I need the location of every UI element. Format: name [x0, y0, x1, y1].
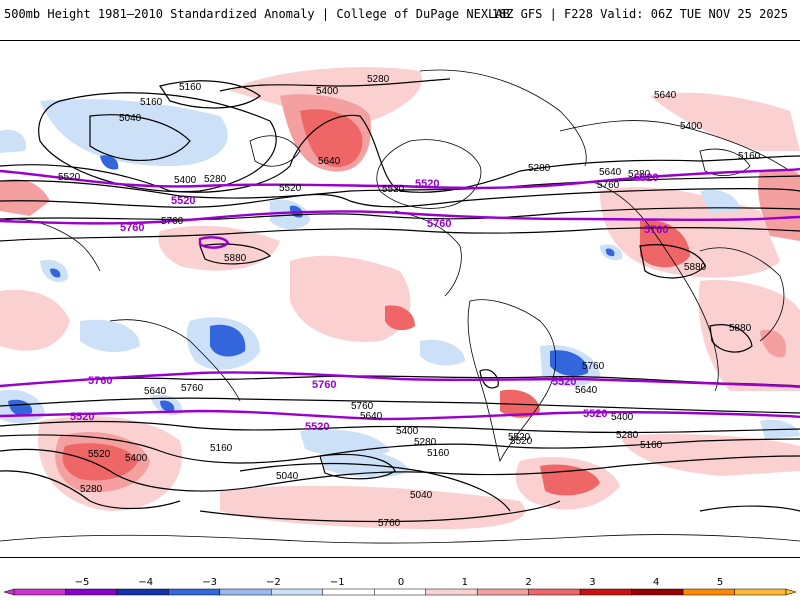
colorbar-bin: [476, 588, 529, 596]
contour-label: 5880: [224, 253, 247, 264]
colorbar-tick-label: 4: [653, 577, 659, 588]
contour-label: 5040: [410, 490, 433, 501]
colorbar-bin: [579, 588, 632, 596]
contour-label: 5640: [318, 156, 341, 167]
contour-label: 5520: [305, 421, 329, 433]
colorbar-low-extension: [3, 588, 15, 596]
map-canvas: 5280 5400 5160 5040 5160 5520 5640 5400 …: [0, 67, 800, 544]
contour-label: 5160: [427, 448, 450, 459]
colorbar-tick-label: 2: [525, 577, 531, 588]
contour-label: 5520: [88, 449, 111, 460]
contour-label: 5760: [378, 518, 401, 529]
contour-label: 5760: [427, 218, 451, 230]
header: 500mb Height 1981–2010 Standardized Anom…: [0, 0, 800, 40]
contour-label: 5640: [360, 411, 383, 422]
colorbar-bin: [219, 588, 272, 596]
highlight-contours: [0, 167, 800, 421]
contour-label: 5760: [644, 224, 668, 236]
contour-label: 5280: [414, 437, 437, 448]
contour-label: 5760: [582, 361, 605, 372]
contour-label: 5400: [174, 175, 197, 186]
contour-label: 5160: [738, 151, 761, 162]
height-contours: [0, 78, 800, 523]
contour-label: 5040: [119, 113, 142, 124]
contour-label: 5160: [179, 82, 202, 93]
contour-label: 5160: [140, 97, 163, 108]
contour-label: 5520: [508, 432, 531, 443]
colorbar-bins: [3, 588, 797, 596]
colorbar-bin: [528, 588, 581, 596]
colorbar-tick-label: −2: [266, 577, 281, 588]
contour-label: 5280: [616, 430, 639, 441]
coastlines: [0, 69, 800, 544]
contour-label: 5640: [144, 386, 167, 397]
colorbar-tick-label: 5: [717, 577, 723, 588]
contour-labels: 5280 5400 5160 5040 5160 5520 5640 5400 …: [58, 74, 761, 529]
colorbar-bin: [13, 588, 66, 596]
contour-label: 5520: [415, 178, 439, 190]
contour-label: 5520: [58, 172, 81, 183]
contour-label: 5040: [276, 471, 299, 482]
contour-label: 5520: [382, 184, 405, 195]
contour-label: 5760: [312, 379, 336, 391]
contour-label: 5760: [161, 216, 184, 227]
contour-label: 5640: [599, 167, 622, 178]
contour-label: 5400: [396, 426, 419, 437]
contour-label: 5280: [367, 74, 390, 85]
contour-label: 5400: [316, 86, 339, 97]
contour-label: 5880: [729, 323, 752, 334]
contour-label: 5520: [279, 183, 302, 194]
colorbar-tick-label: 1: [462, 577, 468, 588]
colorbar-bin: [734, 588, 787, 596]
contour-label: 5280: [204, 174, 227, 185]
contour-label: 5400: [680, 121, 703, 132]
colorbar-ticks: −5 −4 −3 −2 −1 0 1 2 3 4 5: [75, 577, 724, 588]
colorbar-tick-label: −3: [202, 577, 217, 588]
colorbar-tick-label: 3: [589, 577, 595, 588]
contour-label: 5280: [528, 163, 551, 174]
colorbar-tick-label: 0: [398, 577, 404, 588]
highlight-contour-labels: 5520 5520 5760 5520 5760 5520 5760 5760 …: [70, 172, 668, 433]
contour-label: 5400: [611, 412, 634, 423]
contour-label: 5880: [684, 262, 707, 273]
colorbar-tick-label: −4: [138, 577, 153, 588]
contour-label: 5160: [210, 443, 233, 454]
contour-label: 5280: [628, 169, 651, 180]
contour-label: 5520: [634, 172, 658, 184]
map-title: 500mb Height 1981–2010 Standardized Anom…: [4, 7, 510, 21]
colorbar-bin: [168, 588, 221, 596]
contour-label: 5760: [88, 375, 112, 387]
contour-label: 5760: [597, 180, 620, 191]
contour-label: 5640: [654, 90, 677, 101]
contour-label: 5400: [125, 453, 148, 464]
colorbar-bin: [682, 588, 735, 596]
contour-label: 5640: [575, 385, 598, 396]
contour-label: 5520: [70, 411, 94, 423]
contour-label: 5280: [80, 484, 103, 495]
contour-label: 5760: [120, 222, 144, 234]
colorbar-high-extension: [785, 588, 797, 596]
contour-label: 5160: [640, 440, 663, 451]
contour-label: 5520: [552, 376, 576, 388]
contour-label: 5520: [583, 408, 607, 420]
contour-label: 5760: [181, 383, 204, 394]
colorbar-bin: [65, 588, 118, 596]
colorbar-bin: [116, 588, 169, 596]
colorbar-bin: [425, 588, 478, 596]
colorbar-bin: [322, 588, 375, 596]
anomaly-shading: [0, 67, 800, 530]
contour-label: 5520: [510, 436, 533, 447]
colorbar-bin: [271, 588, 324, 596]
map-panel[interactable]: 5280 5400 5160 5040 5160 5520 5640 5400 …: [0, 40, 800, 558]
colorbar-legend: −5 −4 −3 −2 −1 0 1 2 3 4 5: [0, 560, 800, 600]
colorbar-tick-label: −1: [330, 577, 345, 588]
colorbar-tick-label: −5: [75, 577, 90, 588]
colorbar-bin: [631, 588, 684, 596]
contour-label: 5520: [171, 195, 195, 207]
colorbar-bin: [374, 588, 426, 596]
contour-label: 5760: [351, 401, 374, 412]
colorbar-graphic: −5 −4 −3 −2 −1 0 1 2 3 4 5: [3, 577, 797, 596]
model-run-info: 18Z GFS | F228 Valid: 06Z TUE NOV 25 202…: [491, 7, 788, 21]
